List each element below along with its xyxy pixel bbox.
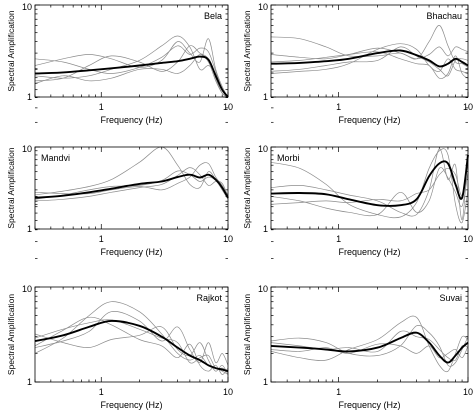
x-tick-label: 10 — [463, 102, 473, 112]
station-label: Rajkot — [196, 293, 222, 303]
station-curve — [34, 162, 229, 196]
y-tick-label: 10 — [22, 2, 32, 12]
axis-ticks — [34, 68, 229, 230]
y-tick-label: 1 — [263, 377, 268, 387]
curves — [34, 301, 229, 375]
x-tick-label: 1 — [99, 102, 104, 112]
x-tick-label: 10 — [463, 387, 473, 397]
curves — [270, 148, 469, 224]
mean-curve — [34, 55, 229, 98]
x-axis-label: Frequency (Hz) — [338, 400, 400, 410]
x-tick-label: 1 — [336, 234, 341, 244]
mean-curve — [270, 154, 469, 207]
y-axis-label: Spectral Amplification — [6, 147, 16, 229]
panel-bela: 1 10 1 10 Frequency (Hz) Spectral Amplificati… — [6, 2, 233, 125]
y-tick-label: 10 — [22, 284, 32, 294]
station-label: Morbi — [277, 153, 300, 163]
y-tick-label: 10 — [258, 284, 268, 294]
y-tick-label: 1 — [27, 92, 32, 102]
panel-morbi: 1 10 1 10 Frequency (Hz) Spectral Amplificati… — [242, 68, 473, 257]
y-axis-label: Spectral Amplification — [6, 294, 16, 376]
curves — [34, 35, 229, 98]
axis-ticks — [34, 195, 229, 383]
curves — [270, 25, 469, 79]
station-curve — [34, 167, 229, 202]
axis-ticks — [34, 4, 229, 98]
x-axis-label: Frequency (Hz) — [338, 115, 400, 125]
y-tick-label: 10 — [258, 2, 268, 12]
y-tick-label: 1 — [263, 92, 268, 102]
station-curve — [270, 148, 469, 224]
x-tick-label: 1 — [336, 387, 341, 397]
station-curve — [270, 343, 469, 359]
x-axis-label: Frequency (Hz) — [100, 400, 162, 410]
x-tick-label: 1 — [99, 234, 104, 244]
plot-frame — [34, 4, 229, 98]
x-tick-label: 10 — [463, 234, 473, 244]
x-tick-label: 10 — [223, 102, 233, 112]
station-curve — [270, 148, 469, 221]
plot-frame — [34, 286, 229, 383]
station-curve — [34, 311, 229, 366]
station-curve — [270, 25, 469, 68]
station-label: Bela — [204, 11, 222, 21]
x-tick-label: 10 — [223, 234, 233, 244]
station-curve — [270, 43, 469, 74]
plot-frame — [270, 4, 469, 98]
mean-curve — [34, 173, 229, 199]
y-axis-label: Spectral Amplification — [242, 10, 252, 92]
station-curve — [270, 51, 469, 79]
mean-curve — [270, 49, 469, 68]
y-axis-label: Spectral Amplification — [242, 294, 252, 376]
station-curve — [270, 154, 469, 205]
station-curve — [34, 54, 229, 98]
mean-curve — [270, 331, 469, 364]
station-label: Mandvi — [41, 153, 70, 163]
y-tick-label: 1 — [27, 377, 32, 387]
panel-bhachau: 1 10 1 10 Frequency (Hz) Spectral Amplificati… — [242, 2, 473, 125]
station-curve — [34, 45, 229, 98]
x-axis-label: Frequency (Hz) — [100, 247, 162, 257]
y-axis-label: Spectral Amplification — [242, 147, 252, 229]
station-curve — [270, 315, 469, 373]
station-curve — [270, 46, 469, 60]
y-tick-label: 1 — [263, 224, 268, 234]
y-axis-label: Spectral Amplification — [6, 10, 16, 92]
station-label: Bhachau — [426, 11, 462, 21]
curves — [34, 146, 229, 202]
mean-curve — [34, 319, 229, 373]
station-curve — [34, 38, 229, 98]
station-curve — [270, 325, 469, 367]
x-axis-label: Frequency (Hz) — [338, 247, 400, 257]
station-label: Suvai — [439, 293, 462, 303]
y-tick-label: 10 — [22, 144, 32, 154]
curves — [270, 315, 469, 373]
station-curve — [270, 167, 469, 217]
x-tick-label: 1 — [99, 387, 104, 397]
y-tick-label: 1 — [27, 224, 32, 234]
station-curve — [34, 316, 229, 375]
panel-rajkot: 1 10 1 10 Frequency (Hz) Spectral Amplificati… — [6, 195, 233, 410]
x-tick-label: 10 — [223, 387, 233, 397]
plot-frame — [270, 146, 469, 230]
axis-ticks — [270, 68, 469, 230]
x-tick-label: 1 — [336, 102, 341, 112]
station-curve — [34, 326, 229, 375]
y-tick-label: 10 — [258, 144, 268, 154]
plot-frame — [34, 146, 229, 230]
panel-mandvi: 1 10 1 10 Frequency (Hz) Spectral Amplificati… — [6, 68, 233, 257]
plot-frame — [270, 286, 469, 383]
panel-suvai: 1 10 1 10 Frequency (Hz) Spectral Amplificati… — [242, 195, 473, 410]
x-axis-label: Frequency (Hz) — [100, 115, 162, 125]
